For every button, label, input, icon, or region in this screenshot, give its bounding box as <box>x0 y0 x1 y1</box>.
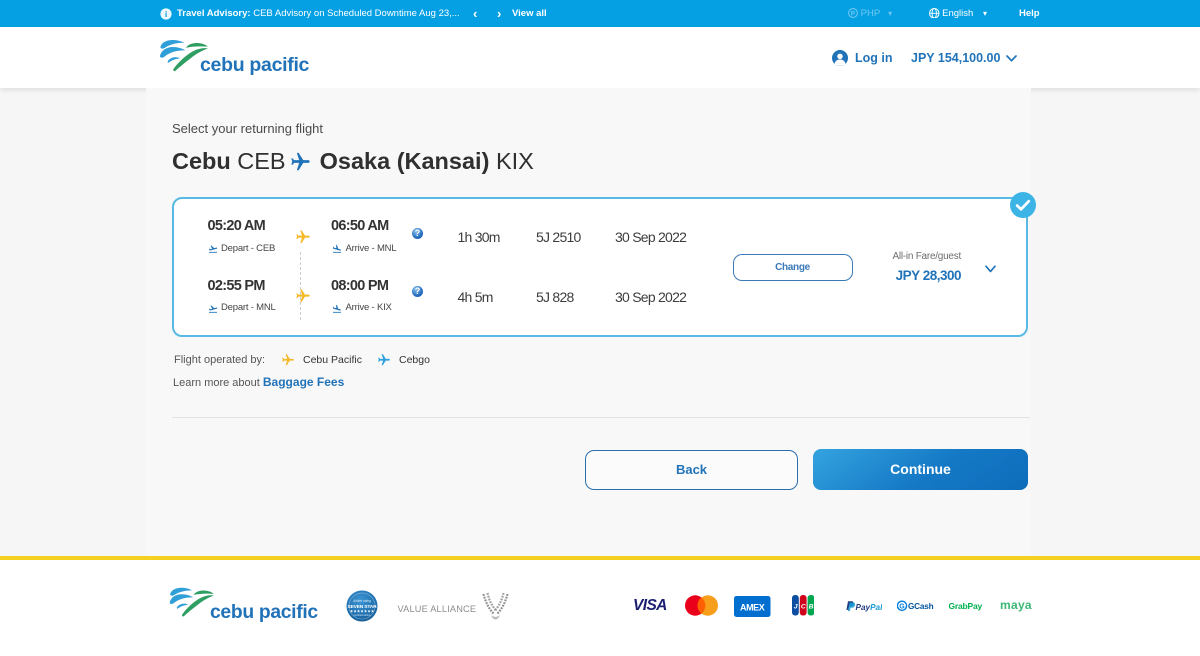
svg-text:J: J <box>793 603 797 610</box>
svg-text:★★★★★★★: ★★★★★★★ <box>350 608 375 613</box>
svg-text:cebu pacific: cebu pacific <box>200 54 310 76</box>
svg-text:Airline rating: Airline rating <box>352 599 371 603</box>
svg-text:G: G <box>899 603 905 610</box>
svg-text:GCash: GCash <box>908 602 934 611</box>
svg-text:B: B <box>808 603 813 610</box>
svg-text:AMEX: AMEX <box>740 602 765 612</box>
svg-text:P: P <box>851 10 855 17</box>
svg-text:cebu pacific: cebu pacific <box>210 602 318 623</box>
svg-text:certified airline: certified airline <box>354 613 371 617</box>
svg-text:i: i <box>165 9 167 19</box>
svg-text:PayPal: PayPal <box>855 602 882 611</box>
svg-text:SEVEN STAR: SEVEN STAR <box>348 604 378 610</box>
svg-text:C: C <box>800 603 805 610</box>
